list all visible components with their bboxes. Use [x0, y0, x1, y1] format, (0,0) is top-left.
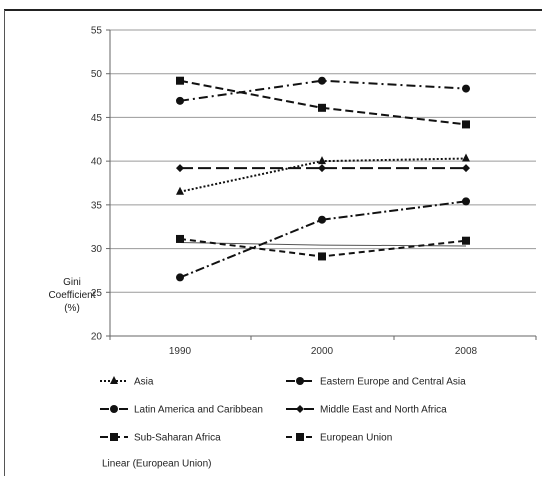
frame-left-border [4, 10, 5, 476]
x-tick-label-2000: 2000 [311, 346, 334, 357]
legend-label-latin-america-and-caribbean: Latin America and Caribbean [134, 405, 263, 416]
y-tick-label-20: 20 [91, 332, 103, 343]
legend-marker-latin-america-and-caribbean [110, 405, 118, 413]
data-point-latin-america-and-caribbean-2000 [318, 76, 326, 85]
y-tick-labels: 20 25 30 35 40 45 50 55 [91, 26, 103, 343]
data-point-asia-2008 [462, 153, 470, 162]
y-tick-label-40: 40 [91, 157, 103, 168]
series-latin-america-and-caribbean [176, 76, 470, 105]
legend-item-sub-saharan-africa: Sub-Saharan Africa [100, 433, 221, 444]
trendline-european-union [179, 241, 467, 247]
x-tick-label-2008: 2008 [455, 346, 478, 357]
y-axis-label: Gini Coefficient (%) [44, 276, 100, 315]
legend-marker-middle-east-and-north-africa [296, 405, 304, 413]
data-point-eastern-europe-and-central-asia-2008 [462, 197, 470, 206]
series-sub-saharan-africa [176, 76, 470, 129]
data-point-sub-saharan-africa-2000 [318, 103, 326, 112]
y-tick-label-45: 45 [91, 113, 103, 124]
y-tick-label-50: 50 [91, 69, 103, 80]
data-point-middle-east-and-north-africa-2008 [462, 164, 470, 173]
data-point-asia-1990 [176, 186, 184, 195]
legend-item-european-union: European Union [286, 433, 392, 444]
y-tick-label-55: 55 [91, 26, 103, 37]
legend-marker-asia [110, 376, 118, 384]
data-point-european-union-2008 [462, 236, 470, 245]
legend-item-middle-east-and-north-africa: Middle East and North Africa [286, 405, 447, 416]
x-tick-label-1990: 1990 [169, 346, 192, 357]
legend-item-linear-european-union-: Linear (European Union) [102, 459, 212, 470]
y-tick-label-30: 30 [91, 244, 103, 255]
data-point-latin-america-and-caribbean-2008 [462, 84, 470, 93]
legend-label-eastern-europe-and-central-asia: Eastern Europe and Central Asia [320, 377, 466, 388]
x-tick-labels: 1990 2000 2008 [169, 346, 478, 357]
legend-item-eastern-europe-and-central-asia: Eastern Europe and Central Asia [286, 377, 466, 388]
data-point-european-union-1990 [176, 234, 184, 243]
y-tick-label-35: 35 [91, 200, 103, 211]
data-point-middle-east-and-north-africa-1990 [176, 164, 184, 173]
legend-label-asia: Asia [134, 377, 154, 388]
data-point-middle-east-and-north-africa-2000 [318, 164, 326, 173]
y-axis-label-line-1: Gini [63, 277, 81, 288]
data-point-eastern-europe-and-central-asia-1990 [176, 273, 184, 282]
legend-item-asia: Asia [100, 376, 154, 388]
y-axis-label-line-3: (%) [64, 303, 80, 314]
trendline-layer [179, 241, 467, 247]
legend-marker-european-union [296, 433, 304, 441]
series-eastern-europe-and-central-asia [176, 197, 470, 282]
legend-label-sub-saharan-africa: Sub-Saharan Africa [134, 433, 221, 444]
data-point-sub-saharan-africa-2008 [462, 120, 470, 129]
legend-label-linear-european-union-: Linear (European Union) [102, 459, 212, 470]
data-point-european-union-2000 [318, 252, 326, 261]
legend-label-european-union: European Union [320, 433, 392, 444]
data-point-latin-america-and-caribbean-1990 [176, 96, 184, 105]
legend-marker-sub-saharan-africa [110, 433, 118, 441]
series-middle-east-and-north-africa [176, 164, 470, 173]
data-point-sub-saharan-africa-1990 [176, 76, 184, 85]
legend-label-middle-east-and-north-africa: Middle East and North Africa [320, 405, 447, 416]
series-line-eastern-europe-and-central-asia [179, 200, 467, 279]
series-asia [176, 153, 470, 195]
series-layer [176, 76, 470, 282]
legend-marker-eastern-europe-and-central-asia [296, 377, 304, 385]
data-point-asia-2000 [318, 156, 326, 165]
frame-top-border [4, 9, 542, 11]
axes [106, 29, 537, 340]
y-tick-label-25: 25 [91, 288, 103, 299]
y-axis-label-line-2: Coefficient [48, 290, 96, 301]
series-european-union [176, 234, 470, 261]
data-point-eastern-europe-and-central-asia-2000 [318, 215, 326, 224]
legend-item-latin-america-and-caribbean: Latin America and Caribbean [100, 405, 263, 416]
legend: Asia Eastern Europe and Central Asia Latin… [100, 376, 466, 470]
